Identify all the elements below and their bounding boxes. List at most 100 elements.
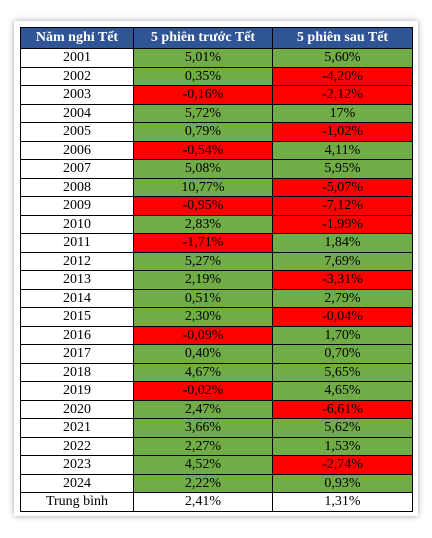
table-row: 2014 0,51% 2,79% [20, 288, 413, 308]
table-row: 2024 2,22% 0,93% [20, 473, 413, 493]
table-row: 2003 -0,16% -2,12% [20, 85, 413, 105]
value-cell: 17% [272, 103, 413, 123]
value-cell: 5,62% [272, 418, 413, 438]
value-cell: 2,47% [133, 399, 273, 419]
table-row: 2021 3,66% 5,62% [20, 418, 413, 438]
year-cell: 2016 [20, 325, 134, 345]
value-cell: 4,67% [133, 362, 273, 382]
year-cell: Trung bình [20, 492, 134, 512]
table-row: 2004 5,72% 17% [20, 103, 413, 123]
year-cell: 2021 [20, 418, 134, 438]
year-cell: 2007 [20, 159, 134, 179]
year-cell: 2009 [20, 196, 134, 216]
column-header: 5 phiên sau Tết [272, 27, 413, 49]
value-cell: -2,74% [272, 455, 413, 475]
value-cell: -1,71% [133, 233, 273, 253]
year-cell: 2013 [20, 270, 134, 290]
value-cell: -6,61% [272, 399, 413, 419]
value-cell: -0,09% [133, 325, 273, 345]
table-row: 2023 4,52% -2,74% [20, 455, 413, 475]
year-cell: 2014 [20, 288, 134, 308]
value-cell: 5,65% [272, 362, 413, 382]
value-cell: -5,07% [272, 177, 413, 197]
table-row: 2018 4,67% 5,65% [20, 362, 413, 382]
value-cell: 0,35% [133, 66, 273, 86]
year-cell: 2011 [20, 233, 134, 253]
table-row: 2006 -0,54% 4,11% [20, 140, 413, 160]
value-cell: -0,04% [272, 307, 413, 327]
year-cell: 2015 [20, 307, 134, 327]
value-cell: 5,27% [133, 251, 273, 271]
value-cell: 4,65% [272, 381, 413, 401]
value-cell: -0,02% [133, 381, 273, 401]
year-cell: 2017 [20, 344, 134, 364]
year-cell: 2012 [20, 251, 134, 271]
value-cell: 4,52% [133, 455, 273, 475]
value-cell: 2,22% [133, 473, 273, 493]
year-cell: 2019 [20, 381, 134, 401]
value-cell: 1,53% [272, 436, 413, 456]
value-cell: 2,79% [272, 288, 413, 308]
year-cell: 2022 [20, 436, 134, 456]
value-cell: 5,72% [133, 103, 273, 123]
value-cell: 5,08% [133, 159, 273, 179]
value-cell: 3,66% [133, 418, 273, 438]
value-cell: -0,95% [133, 196, 273, 216]
table-body: 2001 5,01% 5,60% 2002 0,35% -4,20% 2003 -0,16% -… [20, 48, 413, 512]
column-header: Năm nghỉ Tết [20, 27, 134, 49]
value-cell: 0,70% [272, 344, 413, 364]
year-cell: 2024 [20, 473, 134, 493]
table-row: 2022 2,27% 1,53% [20, 436, 413, 456]
value-cell: -4,20% [272, 66, 413, 86]
year-cell: 2020 [20, 399, 134, 419]
value-cell: 7,69% [272, 251, 413, 271]
value-cell: 0,79% [133, 122, 273, 142]
value-cell: 2,27% [133, 436, 273, 456]
year-cell: 2003 [20, 85, 134, 105]
value-cell: 2,83% [133, 214, 273, 234]
year-cell: 2018 [20, 362, 134, 382]
value-cell: -3,31% [272, 270, 413, 290]
table-row: 2011 -1,71% 1,84% [20, 233, 413, 253]
value-cell: 1,84% [272, 233, 413, 253]
column-header: 5 phiên trước Tết [133, 27, 273, 49]
value-cell: 1,70% [272, 325, 413, 345]
year-cell: 2023 [20, 455, 134, 475]
year-cell: 2002 [20, 66, 134, 86]
year-cell: 2005 [20, 122, 134, 142]
value-cell: 2,19% [133, 270, 273, 290]
year-cell: 2001 [20, 48, 134, 68]
value-cell: 0,93% [272, 473, 413, 493]
value-cell: 5,60% [272, 48, 413, 68]
table-row: 2008 10,77% -5,07% [20, 177, 413, 197]
value-cell: -2,12% [272, 85, 413, 105]
table-row: 2005 0,79% -1,02% [20, 122, 413, 142]
year-cell: 2010 [20, 214, 134, 234]
value-cell: -1,99% [272, 214, 413, 234]
value-cell: 5,95% [272, 159, 413, 179]
table-row: 2009 -0,95% -7,12% [20, 196, 413, 216]
table: Năm nghỉ Tết 5 phiên trước Tết 5 phiên sau… [20, 27, 413, 512]
table-row: 2007 5,08% 5,95% [20, 159, 413, 179]
year-cell: 2006 [20, 140, 134, 160]
value-cell: -0,54% [133, 140, 273, 160]
value-cell: -1,02% [272, 122, 413, 142]
value-cell: 0,51% [133, 288, 273, 308]
table-row: 2010 2,83% -1,99% [20, 214, 413, 234]
value-cell: -7,12% [272, 196, 413, 216]
table-row: 2020 2,47% -6,61% [20, 399, 413, 419]
table-row: 2013 2,19% -3,31% [20, 270, 413, 290]
table-row: 2019 -0,02% 4,65% [20, 381, 413, 401]
table-row: 2012 5,27% 7,69% [20, 251, 413, 271]
value-cell: 2,41% [133, 492, 273, 512]
year-cell: 2008 [20, 177, 134, 197]
table-row: 2017 0,40% 0,70% [20, 344, 413, 364]
table-row: Trung bình 2,41% 1,31% [20, 492, 413, 512]
value-cell: 4,11% [272, 140, 413, 160]
value-cell: -0,16% [133, 85, 273, 105]
table-row: 2015 2,30% -0,04% [20, 307, 413, 327]
value-cell: 10,77% [133, 177, 273, 197]
value-cell: 5,01% [133, 48, 273, 68]
table-row: 2001 5,01% 5,60% [20, 48, 413, 68]
